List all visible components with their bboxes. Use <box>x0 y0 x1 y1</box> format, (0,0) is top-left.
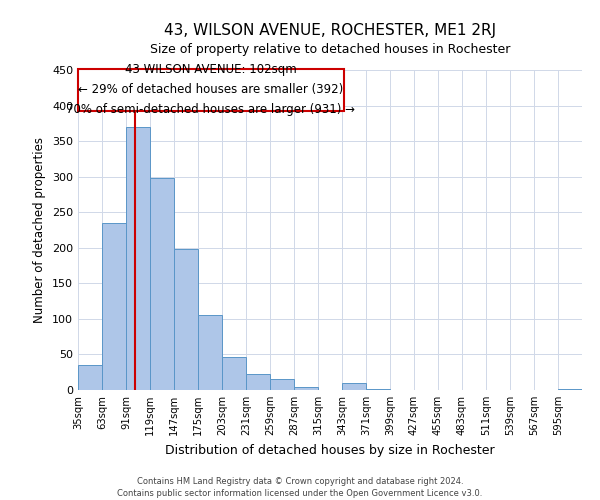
Text: Contains public sector information licensed under the Open Government Licence v3: Contains public sector information licen… <box>118 489 482 498</box>
Bar <box>342 383 366 390</box>
X-axis label: Distribution of detached houses by size in Rochester: Distribution of detached houses by size … <box>165 444 495 456</box>
FancyBboxPatch shape <box>78 68 344 110</box>
Bar <box>150 178 174 390</box>
Bar <box>222 358 246 390</box>
Bar <box>78 365 102 390</box>
Bar <box>102 223 126 390</box>
Bar <box>558 388 582 390</box>
Text: 43 WILSON AVENUE: 102sqm
← 29% of detached houses are smaller (392)
70% of semi-: 43 WILSON AVENUE: 102sqm ← 29% of detach… <box>67 63 355 116</box>
Text: 43, WILSON AVENUE, ROCHESTER, ME1 2RJ: 43, WILSON AVENUE, ROCHESTER, ME1 2RJ <box>164 22 496 38</box>
Y-axis label: Number of detached properties: Number of detached properties <box>34 137 46 323</box>
Text: Contains HM Land Registry data © Crown copyright and database right 2024.: Contains HM Land Registry data © Crown c… <box>137 478 463 486</box>
Bar <box>246 374 270 390</box>
Text: Size of property relative to detached houses in Rochester: Size of property relative to detached ho… <box>150 42 510 56</box>
Bar <box>270 380 294 390</box>
Bar <box>294 387 318 390</box>
Bar <box>198 314 222 390</box>
Bar <box>174 249 198 390</box>
Bar <box>126 127 150 390</box>
